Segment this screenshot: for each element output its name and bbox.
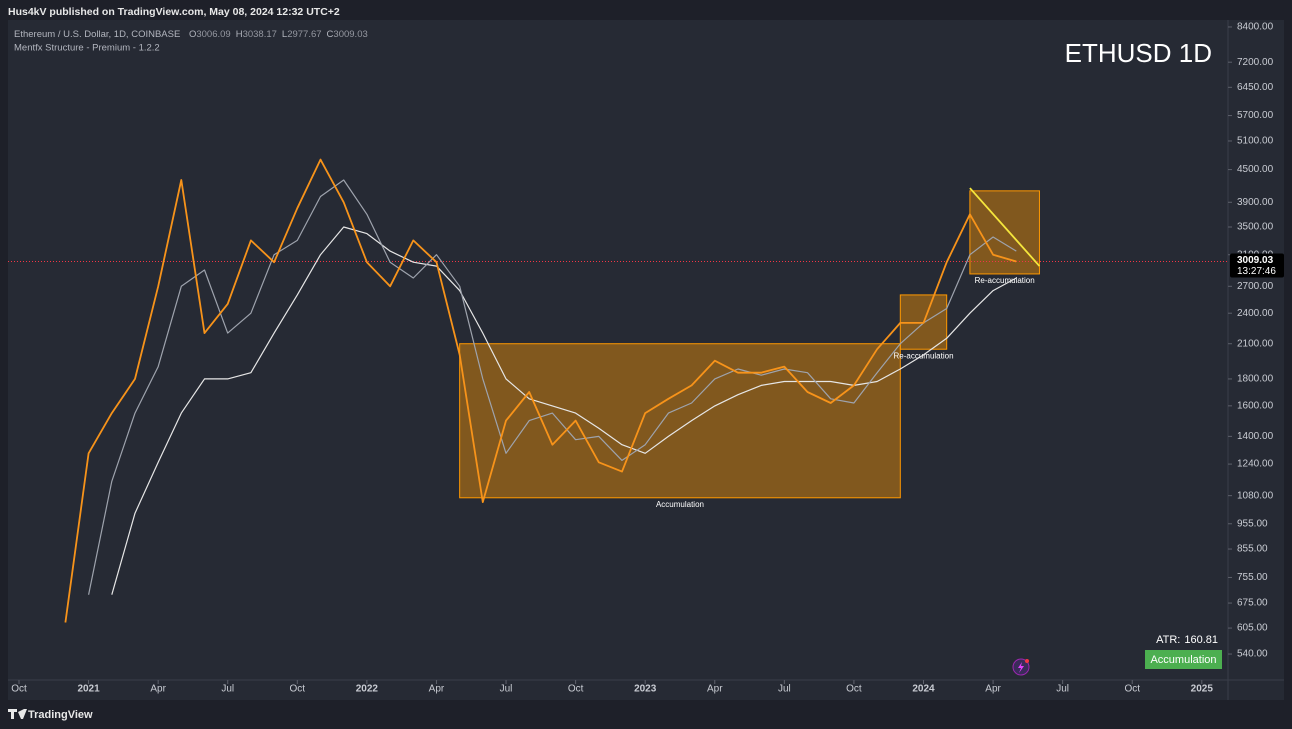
y-tick-label: 755.00: [1237, 572, 1268, 583]
y-tick-label: 1400.00: [1237, 431, 1274, 442]
y-tick-label: 6450.00: [1237, 82, 1274, 93]
ohlc-value: 3038.17: [243, 29, 277, 40]
time-axis: [8, 680, 1284, 700]
y-tick-label: 8400.00: [1237, 22, 1274, 33]
x-tick-label: Apr: [985, 684, 1001, 695]
icon: [1018, 662, 1024, 673]
y-tick-label: 2400.00: [1237, 308, 1274, 319]
x-tick-label: 2021: [77, 684, 100, 695]
y-tick-label: 2700.00: [1237, 281, 1274, 292]
x-tick-label: Apr: [707, 684, 723, 695]
x-tick-label: Jul: [500, 684, 513, 695]
icon-dot: [1025, 659, 1029, 663]
price-label-box: [1230, 253, 1284, 278]
y-tick-label: 1080.00: [1237, 490, 1274, 501]
y-tick-label: 5700.00: [1237, 110, 1274, 121]
ohlc-value: 3009.03: [333, 29, 367, 40]
x-tick-label: Jul: [1056, 684, 1069, 695]
ohlc-key: C: [327, 29, 334, 40]
x-tick-label: 2024: [912, 684, 935, 695]
x-tick-label: Oct: [1124, 684, 1140, 695]
y-tick-label: 2100.00: [1237, 338, 1274, 349]
x-tick-label: Oct: [568, 684, 584, 695]
moving-average: [111, 226, 1017, 595]
x-tick-label: Oct: [846, 684, 862, 695]
y-tick-label: 855.00: [1237, 544, 1268, 555]
atr: ATR: 160.81: [1156, 634, 1218, 646]
y-tick-label: 3500.00: [1237, 222, 1274, 233]
y-tick-label: 540.00: [1237, 649, 1268, 660]
x-tick-label: Apr: [429, 684, 445, 695]
status-badge: [1145, 650, 1222, 669]
publisher: Hus4kV published on TradingView.com, May…: [8, 6, 340, 18]
zone-label: Re-accumulation: [893, 351, 953, 360]
y-tick-label: 605.00: [1237, 623, 1268, 634]
brand-name: TradingView: [28, 709, 93, 721]
x-tick-label: Apr: [150, 684, 166, 695]
y-tick-label: 1600.00: [1237, 400, 1274, 411]
price-axis: [1228, 20, 1284, 680]
zone-label: Accumulation: [656, 500, 704, 509]
y-tick-label: 1800.00: [1237, 374, 1274, 385]
zone: [969, 190, 1040, 275]
logo: [8, 709, 27, 719]
ohlc-key: O: [189, 29, 196, 40]
chart-title: ETHUSD 1D: [1065, 38, 1212, 68]
y-tick-label: 675.00: [1237, 598, 1268, 609]
y-tick-label: 7200.00: [1237, 57, 1274, 68]
y-tick-label: 5100.00: [1237, 136, 1274, 147]
ohlc-key: L: [282, 29, 287, 40]
y-tick-label: 1240.00: [1237, 459, 1274, 470]
plot-area: [8, 20, 1228, 680]
x-tick-label: Oct: [290, 684, 306, 695]
countdown: 13:27:46: [1237, 266, 1276, 277]
indicator: Mentfx Structure - Premium - 1.2.2: [14, 43, 160, 54]
y-tick-label: 3900.00: [1237, 197, 1274, 208]
y-tick-label: 4500.00: [1237, 164, 1274, 175]
symbol: Ethereum / U.S. Dollar, 1D, COINBASE: [14, 29, 180, 40]
atr-value: 160.81: [1184, 634, 1218, 646]
ohlc-value: 3006.09: [196, 29, 230, 40]
zone-label: Re-accumulation: [975, 276, 1035, 285]
ohlc-key: H: [236, 29, 243, 40]
x-tick-label: Jul: [778, 684, 791, 695]
zone: [459, 343, 901, 499]
x-tick-label: Jul: [221, 684, 234, 695]
y-tick-label: 955.00: [1237, 518, 1268, 529]
x-tick-label: 2022: [356, 684, 379, 695]
x-tick-label: Oct: [11, 684, 27, 695]
x-tick-label: 2025: [1191, 684, 1214, 695]
atr-label: ATR:: [1156, 634, 1180, 646]
moving-average: [88, 179, 1017, 595]
price-label: 3009.03: [1237, 255, 1274, 266]
price-line: [64, 158, 1017, 623]
ohlc-value: 2977.67: [287, 29, 321, 40]
symbol-info: Ethereum / U.S. Dollar, 1D, COINBASE O30…: [14, 29, 368, 40]
brand: TradingView: [8, 709, 93, 721]
trendline: [969, 187, 1041, 267]
x-tick-label: 2023: [634, 684, 657, 695]
status: Accumulation: [1150, 654, 1216, 666]
